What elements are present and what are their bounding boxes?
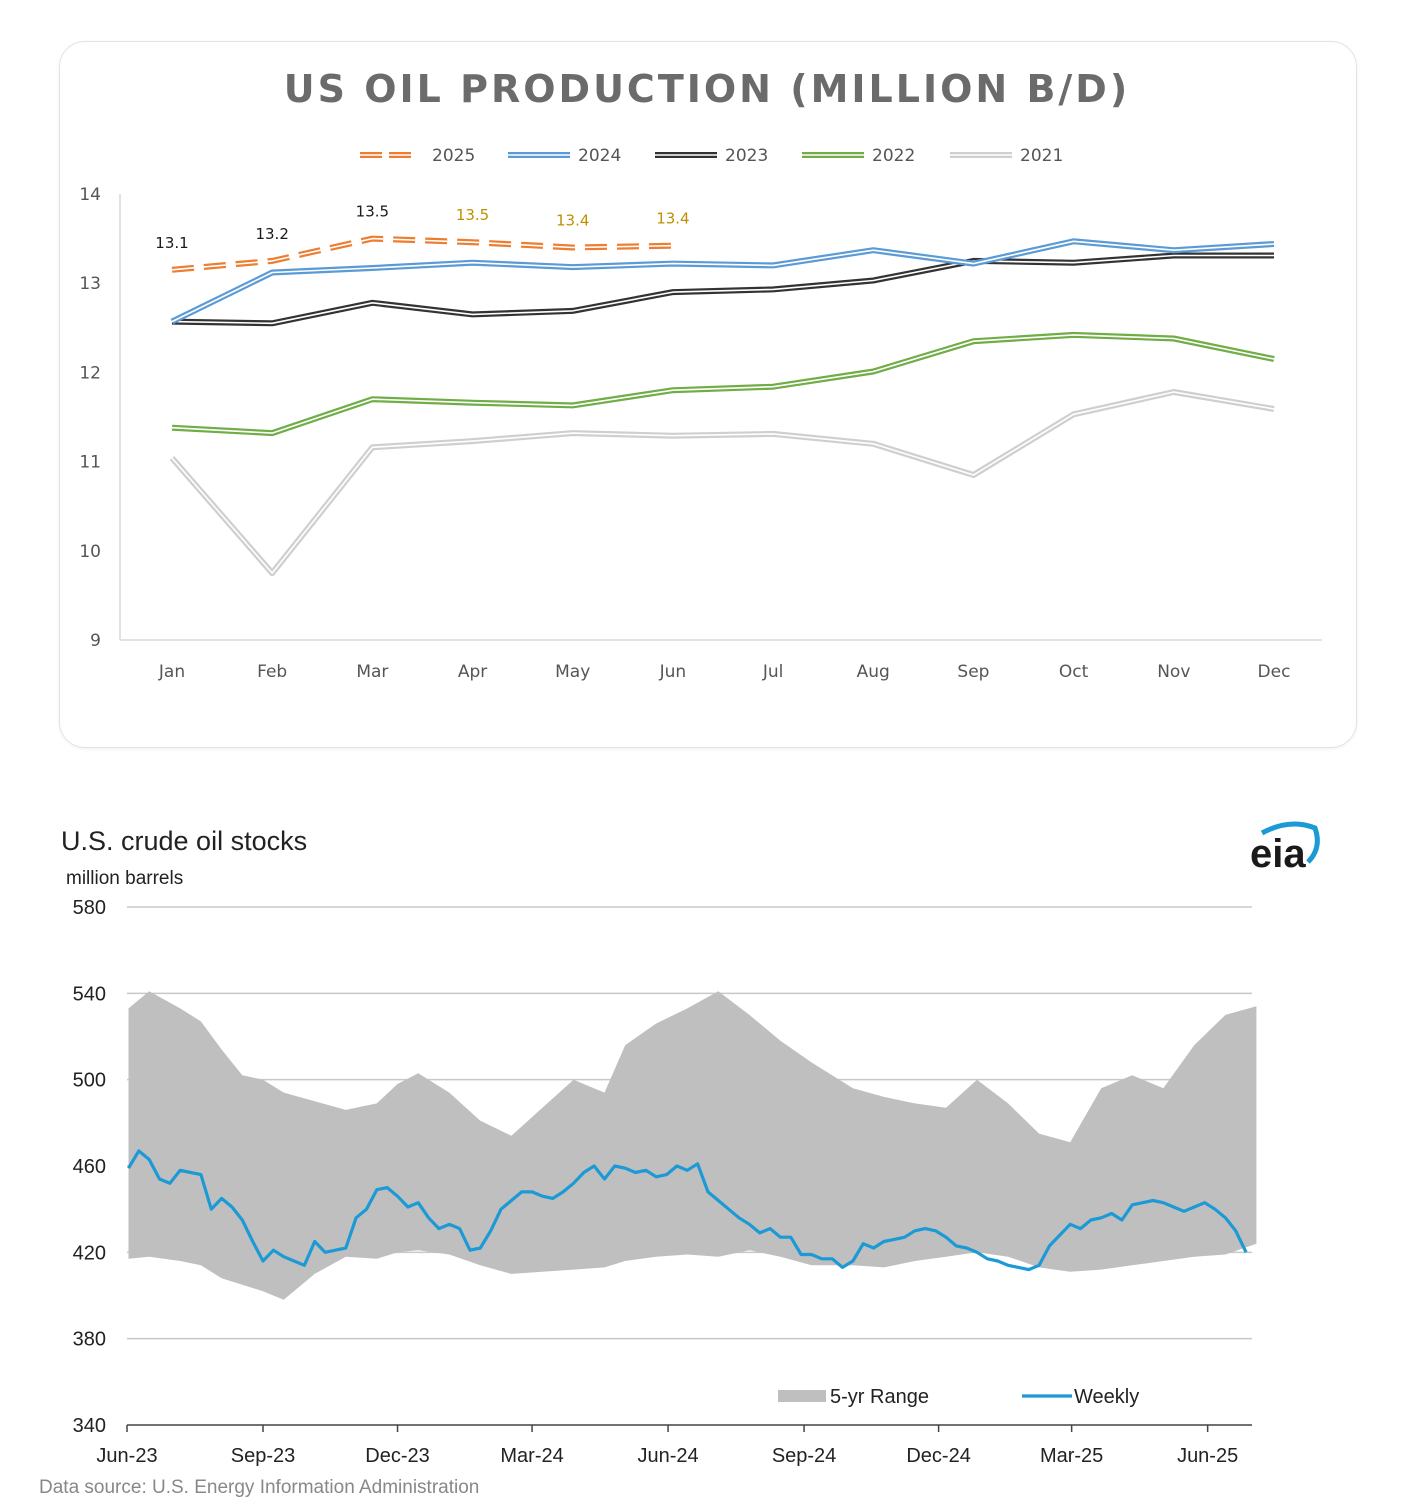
x-tick-label-jan: Jan [158,662,185,682]
eia-logo-arc [1260,821,1320,864]
y-tick-label: 500 [73,1070,106,1092]
legend: 5-yr Range Weekly [778,1386,1139,1408]
series-2024 [170,238,1275,325]
five-year-range-band [128,991,1257,1300]
data-label-feb: 13.2 [255,225,288,243]
legend-label-2022: 2022 [872,146,915,166]
weekly-line [127,1149,1248,1272]
x-tick-label-mar: Mar [356,662,388,682]
x-tick-label-nov: Nov [1157,662,1190,682]
legend-item-2021: 2021 [950,146,1063,166]
chart-title: U.S. crude oil stocks [61,826,307,856]
series-2021 [169,389,1275,577]
x-tick-label-jun: Jun [659,662,687,682]
x-tick-label-dec-23: Dec-23 [365,1445,429,1467]
y-tick-label: 12 [79,363,101,383]
y-tick-label: 10 [79,542,101,562]
x-tick-label-sep-24: Sep-24 [772,1445,837,1467]
x-tick-label-jun-25: Jun-25 [1177,1445,1238,1467]
data-label-may: 13.4 [556,212,589,230]
legend: 2025 2024 2023 2022 2021 [360,146,1063,166]
data-label-jan: 13.1 [155,234,188,252]
x-tick-label-jul: Jul [762,662,784,682]
weekly-series [127,1149,1248,1272]
series-line-2022-inner [171,334,1275,434]
y-tick-label: 9 [90,631,101,651]
x-tick-label-oct: Oct [1059,662,1089,682]
data-labels: 13.1 13.2 13.5 13.5 13.4 13.4 [155,203,689,252]
y-tick-label: 540 [73,983,106,1005]
y-tick-label: 580 [73,897,106,919]
x-tick-label-apr: Apr [458,662,487,682]
x-tick-label-mar-25: Mar-25 [1040,1445,1103,1467]
chart-title: US OIL PRODUCTION (MILLION B/D) [284,67,1130,111]
legend-item-2024: 2024 [508,146,621,166]
data-label-mar: 13.5 [356,203,389,221]
series-line-2023-inner [171,254,1274,325]
data-source-note: Data source: U.S. Energy Information Adm… [39,1477,479,1498]
range-band-area [128,991,1257,1300]
y-tick-label: 380 [73,1329,106,1351]
x-tick-label-sep-23: Sep-23 [231,1445,296,1467]
legend-item-2022: 2022 [802,146,915,166]
data-label-apr: 13.5 [456,206,489,224]
data-label-jun: 13.4 [656,210,689,228]
legend-label-range: 5-yr Range [830,1386,929,1408]
series-line-2021-inner [171,391,1275,574]
x-tick-label-feb: Feb [257,662,287,682]
legend-swatch-range [778,1390,826,1402]
legend-label-2023: 2023 [725,146,768,166]
x-tick-label-jun-23: Jun-23 [96,1445,157,1467]
y-tick-label: 420 [73,1242,106,1264]
y-tick-label: 14 [79,185,101,205]
legend-label-2024: 2024 [578,146,621,166]
y-tick-label: 11 [79,453,101,473]
series-2022 [171,331,1275,437]
series-2023 [171,252,1274,327]
legend-item-2025: 2025 [360,146,475,166]
series-group [169,235,1275,577]
x-tick-label-may: May [555,662,590,682]
legend-item-2023: 2023 [655,146,768,166]
eia-logo: eia [1250,821,1320,876]
x-tick-label-dec: Dec [1258,662,1291,682]
x-tick-label-jun-24: Jun-24 [637,1445,698,1467]
legend-item-weekly: Weekly [1022,1386,1139,1408]
oil-production-chart: US OIL PRODUCTION (MILLION B/D) 2025 2024… [79,67,1322,682]
series-line-2024-inner [171,240,1275,323]
axes: 340 380 420 460 500 540 580 Jun-23 Sep-23 Dec-23 M… [73,897,1252,1467]
y-tick-label: 460 [73,1156,106,1178]
legend-label-weekly: Weekly [1074,1386,1139,1408]
legend-label-2025: 2025 [432,146,475,166]
production-chart-panel [59,41,1357,748]
eia-logo-text: eia [1250,832,1306,876]
x-tick-label-mar-24: Mar-24 [500,1445,563,1467]
series-2025 [171,235,673,273]
series-line-2025-inner [171,237,673,271]
legend-item-range: 5-yr Range [778,1386,929,1408]
y-axis-unit-label: million barrels [66,868,183,889]
legend-label-2021: 2021 [1020,146,1063,166]
x-tick-label-aug: Aug [857,662,890,682]
y-tick-label: 13 [79,274,101,294]
x-tick-label-dec-24: Dec-24 [906,1445,970,1467]
axes: 9 10 11 12 13 14 Jan Feb Mar Apr May Jun Jul Aug Sep Oc… [79,185,1322,682]
y-tick-label: 340 [73,1415,106,1437]
x-tick-label-sep: Sep [957,662,989,682]
